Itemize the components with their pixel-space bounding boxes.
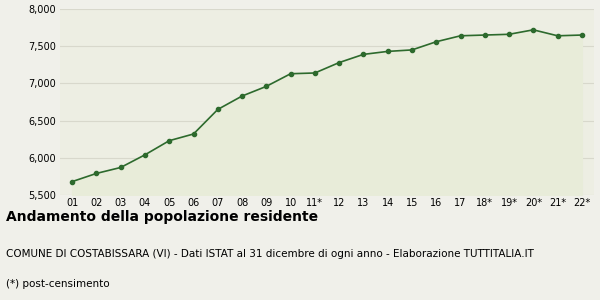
Text: (*) post-censimento: (*) post-censimento xyxy=(6,279,110,289)
Text: COMUNE DI COSTABISSARA (VI) - Dati ISTAT al 31 dicembre di ogni anno - Elaborazi: COMUNE DI COSTABISSARA (VI) - Dati ISTAT… xyxy=(6,249,534,259)
Text: Andamento della popolazione residente: Andamento della popolazione residente xyxy=(6,210,318,224)
